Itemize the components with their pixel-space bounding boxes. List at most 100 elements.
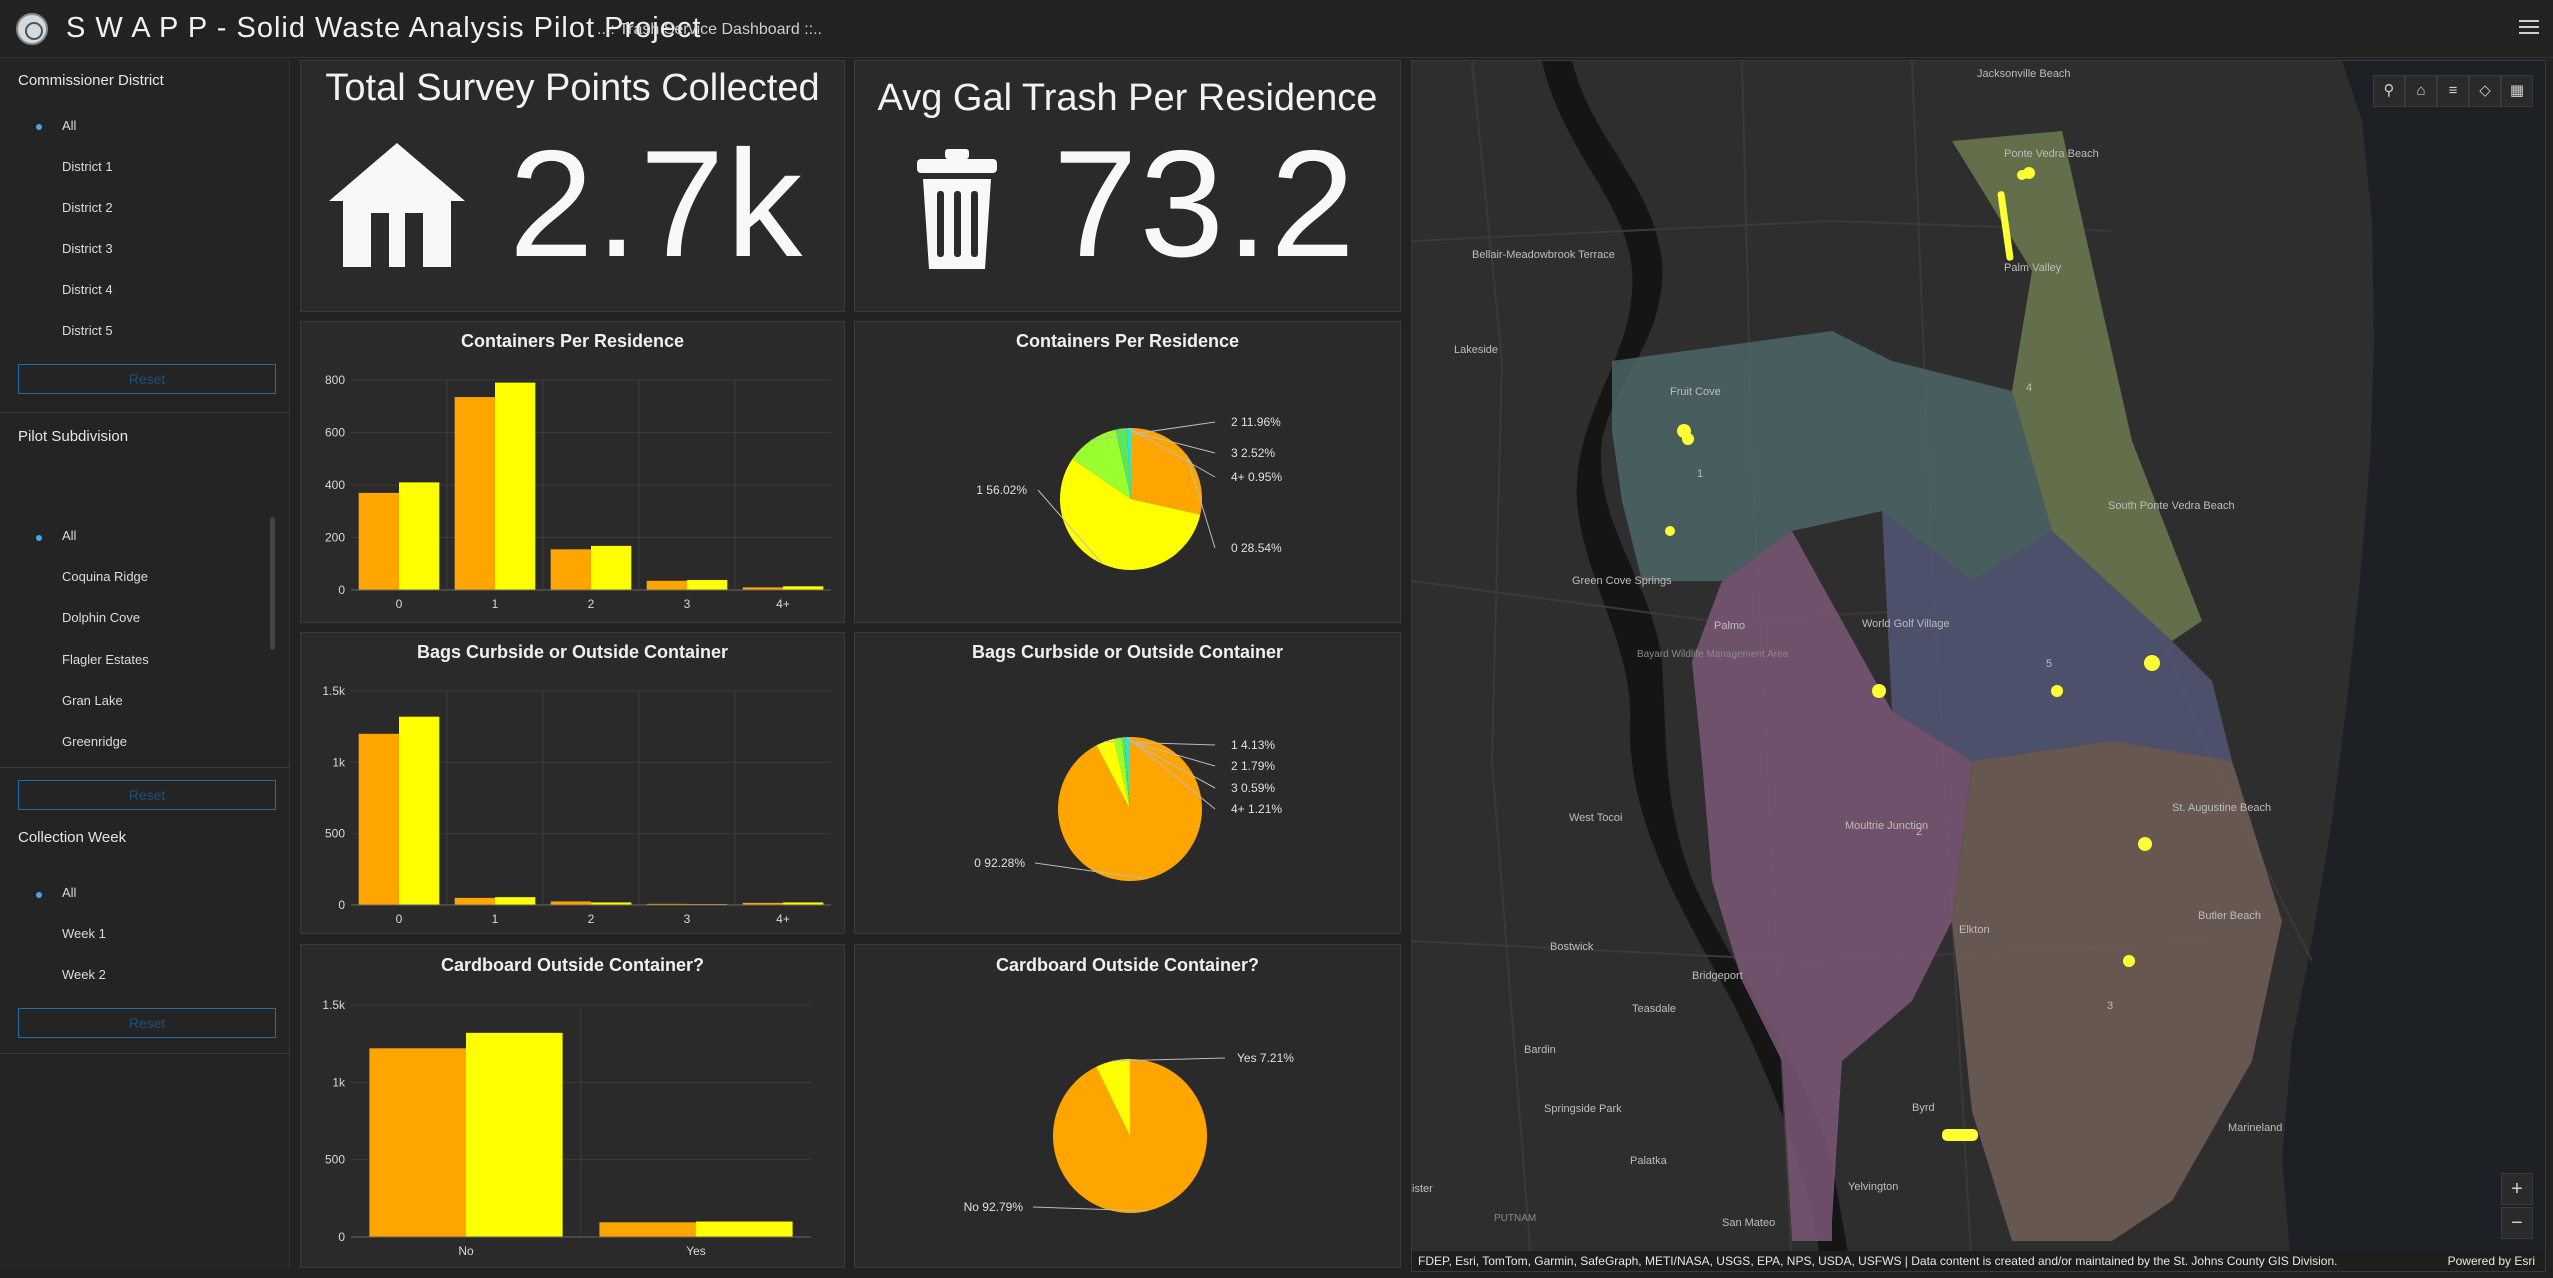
filter-option-greenridge[interactable]: Greenridge [62, 734, 128, 749]
bar [591, 545, 632, 590]
filter-option-coquina-ridge[interactable]: Coquina Ridge [62, 569, 149, 584]
x-tick-label: 1 [492, 597, 499, 611]
filter-option-dolphin-cove[interactable]: Dolphin Cove [62, 610, 141, 625]
pie-slice [1096, 1059, 1130, 1136]
filter-option-week-2[interactable]: Week 2 [62, 967, 106, 982]
bar [495, 897, 536, 905]
bar [454, 897, 495, 905]
x-tick-label: 1 [492, 912, 499, 926]
district-label-1: 1 [1697, 468, 1703, 480]
filter-title: Pilot Subdivision [18, 428, 129, 445]
district-label-2: 2 [1916, 826, 1922, 838]
layers-icon[interactable]: ◇ [2469, 75, 2501, 107]
place-label: Bardin [1524, 1044, 1556, 1056]
reset-button[interactable]: Reset [18, 780, 276, 810]
kpi-survey-points: Total Survey Points Collected 2.7k [300, 60, 845, 312]
reset-button[interactable]: Reset [18, 364, 276, 394]
place-label: Teasdale [1632, 1003, 1676, 1015]
hamburger-menu-icon[interactable] [2519, 20, 2539, 36]
filter-option-all[interactable]: All [62, 118, 77, 133]
x-tick-label: No [458, 1244, 474, 1258]
slice-label: 4+ 1.21% [1231, 802, 1282, 816]
filter-option-all[interactable]: All [62, 528, 77, 543]
reset-button[interactable]: Reset [18, 1008, 276, 1038]
place-label: Marineland [2228, 1122, 2282, 1134]
pie-chart-bags: 0 92.28% 1 4.13% 2 1.79% 3 0.59% 4+ 1.21% [974, 736, 1282, 881]
chart-title: Containers Per Residence [1015, 331, 1240, 351]
map-view[interactable]: 1 2 3 4 5 Jacksonville Beach Ponte Vedra… [1411, 60, 2546, 1272]
selected-indicator [36, 124, 42, 130]
place-label: St. Augustine Beach [2172, 802, 2271, 814]
slice-label: 1 4.13% [1231, 738, 1275, 752]
place-label: PUTNAM [1494, 1213, 1536, 1224]
filter-option-gran-lake[interactable]: Gran Lake [62, 693, 123, 708]
list-icon[interactable]: ≡ [2437, 75, 2469, 107]
pie-slice [1115, 428, 1131, 499]
slice-label: 4+ 0.95% [1231, 470, 1282, 484]
place-label: West Tocoi [1569, 812, 1622, 824]
search-icon[interactable]: ⚲ [2373, 75, 2405, 107]
pie-slice [1113, 737, 1130, 809]
district-4-polygon [1952, 131, 2202, 641]
map-attribution: FDEP, Esri, TomTom, Garmin, SafeGraph, M… [1412, 1251, 2545, 1271]
powered-by-esri[interactable]: Powered by Esri [2447, 1254, 2535, 1268]
county-seal-logo [16, 13, 48, 45]
district-label-5: 5 [2046, 658, 2052, 670]
place-label: Palmo [1714, 620, 1745, 632]
place-label: Bayard Wildlife Management Area [1637, 649, 1789, 660]
y-tick-label: 1.5k [322, 998, 346, 1012]
slice-label: 2 11.96% [1231, 415, 1281, 429]
place-label: Elkton [1959, 924, 1990, 936]
filter-title: Collection Week [18, 829, 127, 846]
zoom-in-button[interactable]: + [2501, 1173, 2533, 1205]
y-tick-label: 800 [325, 373, 345, 387]
selected-indicator [36, 535, 42, 541]
y-tick-label: 500 [325, 827, 345, 841]
zoom-out-button[interactable]: − [2501, 1207, 2533, 1239]
scrollbar[interactable] [270, 517, 275, 650]
district-3-polygon [1952, 741, 2282, 1241]
bar-chart-bags: 0 500 1k 1.5k 0 1 2 3 4+ [322, 684, 831, 926]
leader-line [1034, 862, 1148, 880]
filter-option-district-3[interactable]: District 3 [62, 241, 113, 256]
y-tick-label: 1k [332, 755, 346, 769]
basemap[interactable]: 1 2 3 4 5 Jacksonville Beach Ponte Vedra… [1412, 61, 2546, 1272]
pilot-subdivision-filter: Pilot Subdivision All Coquina Ridge Dolp… [0, 413, 290, 768]
selected-indicator [36, 892, 42, 898]
bar-chart-panel-containers: Containers Per Residence 0 200 400 600 800 0 1… [300, 321, 845, 623]
grid-icon[interactable]: ▦ [2501, 75, 2533, 107]
place-label: Lakeside [1454, 344, 1498, 356]
bar [696, 1221, 793, 1237]
x-tick-label: 2 [588, 597, 595, 611]
pie-chart-panel-containers: Containers Per Residence 0 28.54% 1 56.02… [854, 321, 1401, 623]
bar [358, 492, 399, 590]
app-title: S W A P P - Solid Waste Analysis Pilot P… [66, 12, 702, 44]
collection-week-filter: Collection Week All Week 1 Week 2 Reset [0, 768, 290, 1054]
district-5-polygon [1882, 511, 2232, 761]
bar [495, 382, 536, 590]
filter-option-flagler-estates[interactable]: Flagler Estates [62, 652, 149, 667]
filter-option-district-4[interactable]: District 4 [62, 282, 113, 297]
pie-chart-panel-bags: Bags Curbside or Outside Container 0 92.… [854, 632, 1401, 934]
place-label: South Ponte Vedra Beach [2108, 500, 2235, 512]
bar [399, 716, 440, 905]
x-tick-label: 4+ [776, 912, 790, 926]
chart-title: Bags Curbside or Outside Container [416, 642, 729, 662]
x-tick-label: 3 [684, 597, 691, 611]
y-tick-label: 0 [338, 1230, 345, 1244]
app-subtitle: ..:: Trash Service Dashboard ::.. [597, 21, 822, 38]
bar [369, 1048, 466, 1237]
filter-option-district-1[interactable]: District 1 [62, 159, 113, 174]
y-tick-label: 0 [338, 898, 345, 912]
filter-option-week-1[interactable]: Week 1 [62, 926, 106, 941]
place-label: Springside Park [1544, 1103, 1622, 1115]
filter-option-district-2[interactable]: District 2 [62, 200, 113, 215]
district-1-polygon [1612, 331, 2052, 581]
y-tick-label: 400 [325, 478, 345, 492]
y-tick-label: 500 [325, 1153, 345, 1167]
bar [646, 580, 687, 590]
filter-option-district-5[interactable]: District 5 [62, 323, 113, 338]
filter-option-all[interactable]: All [62, 885, 77, 900]
home-icon[interactable]: ⌂ [2405, 75, 2437, 107]
place-label: Palatka [1630, 1155, 1668, 1167]
